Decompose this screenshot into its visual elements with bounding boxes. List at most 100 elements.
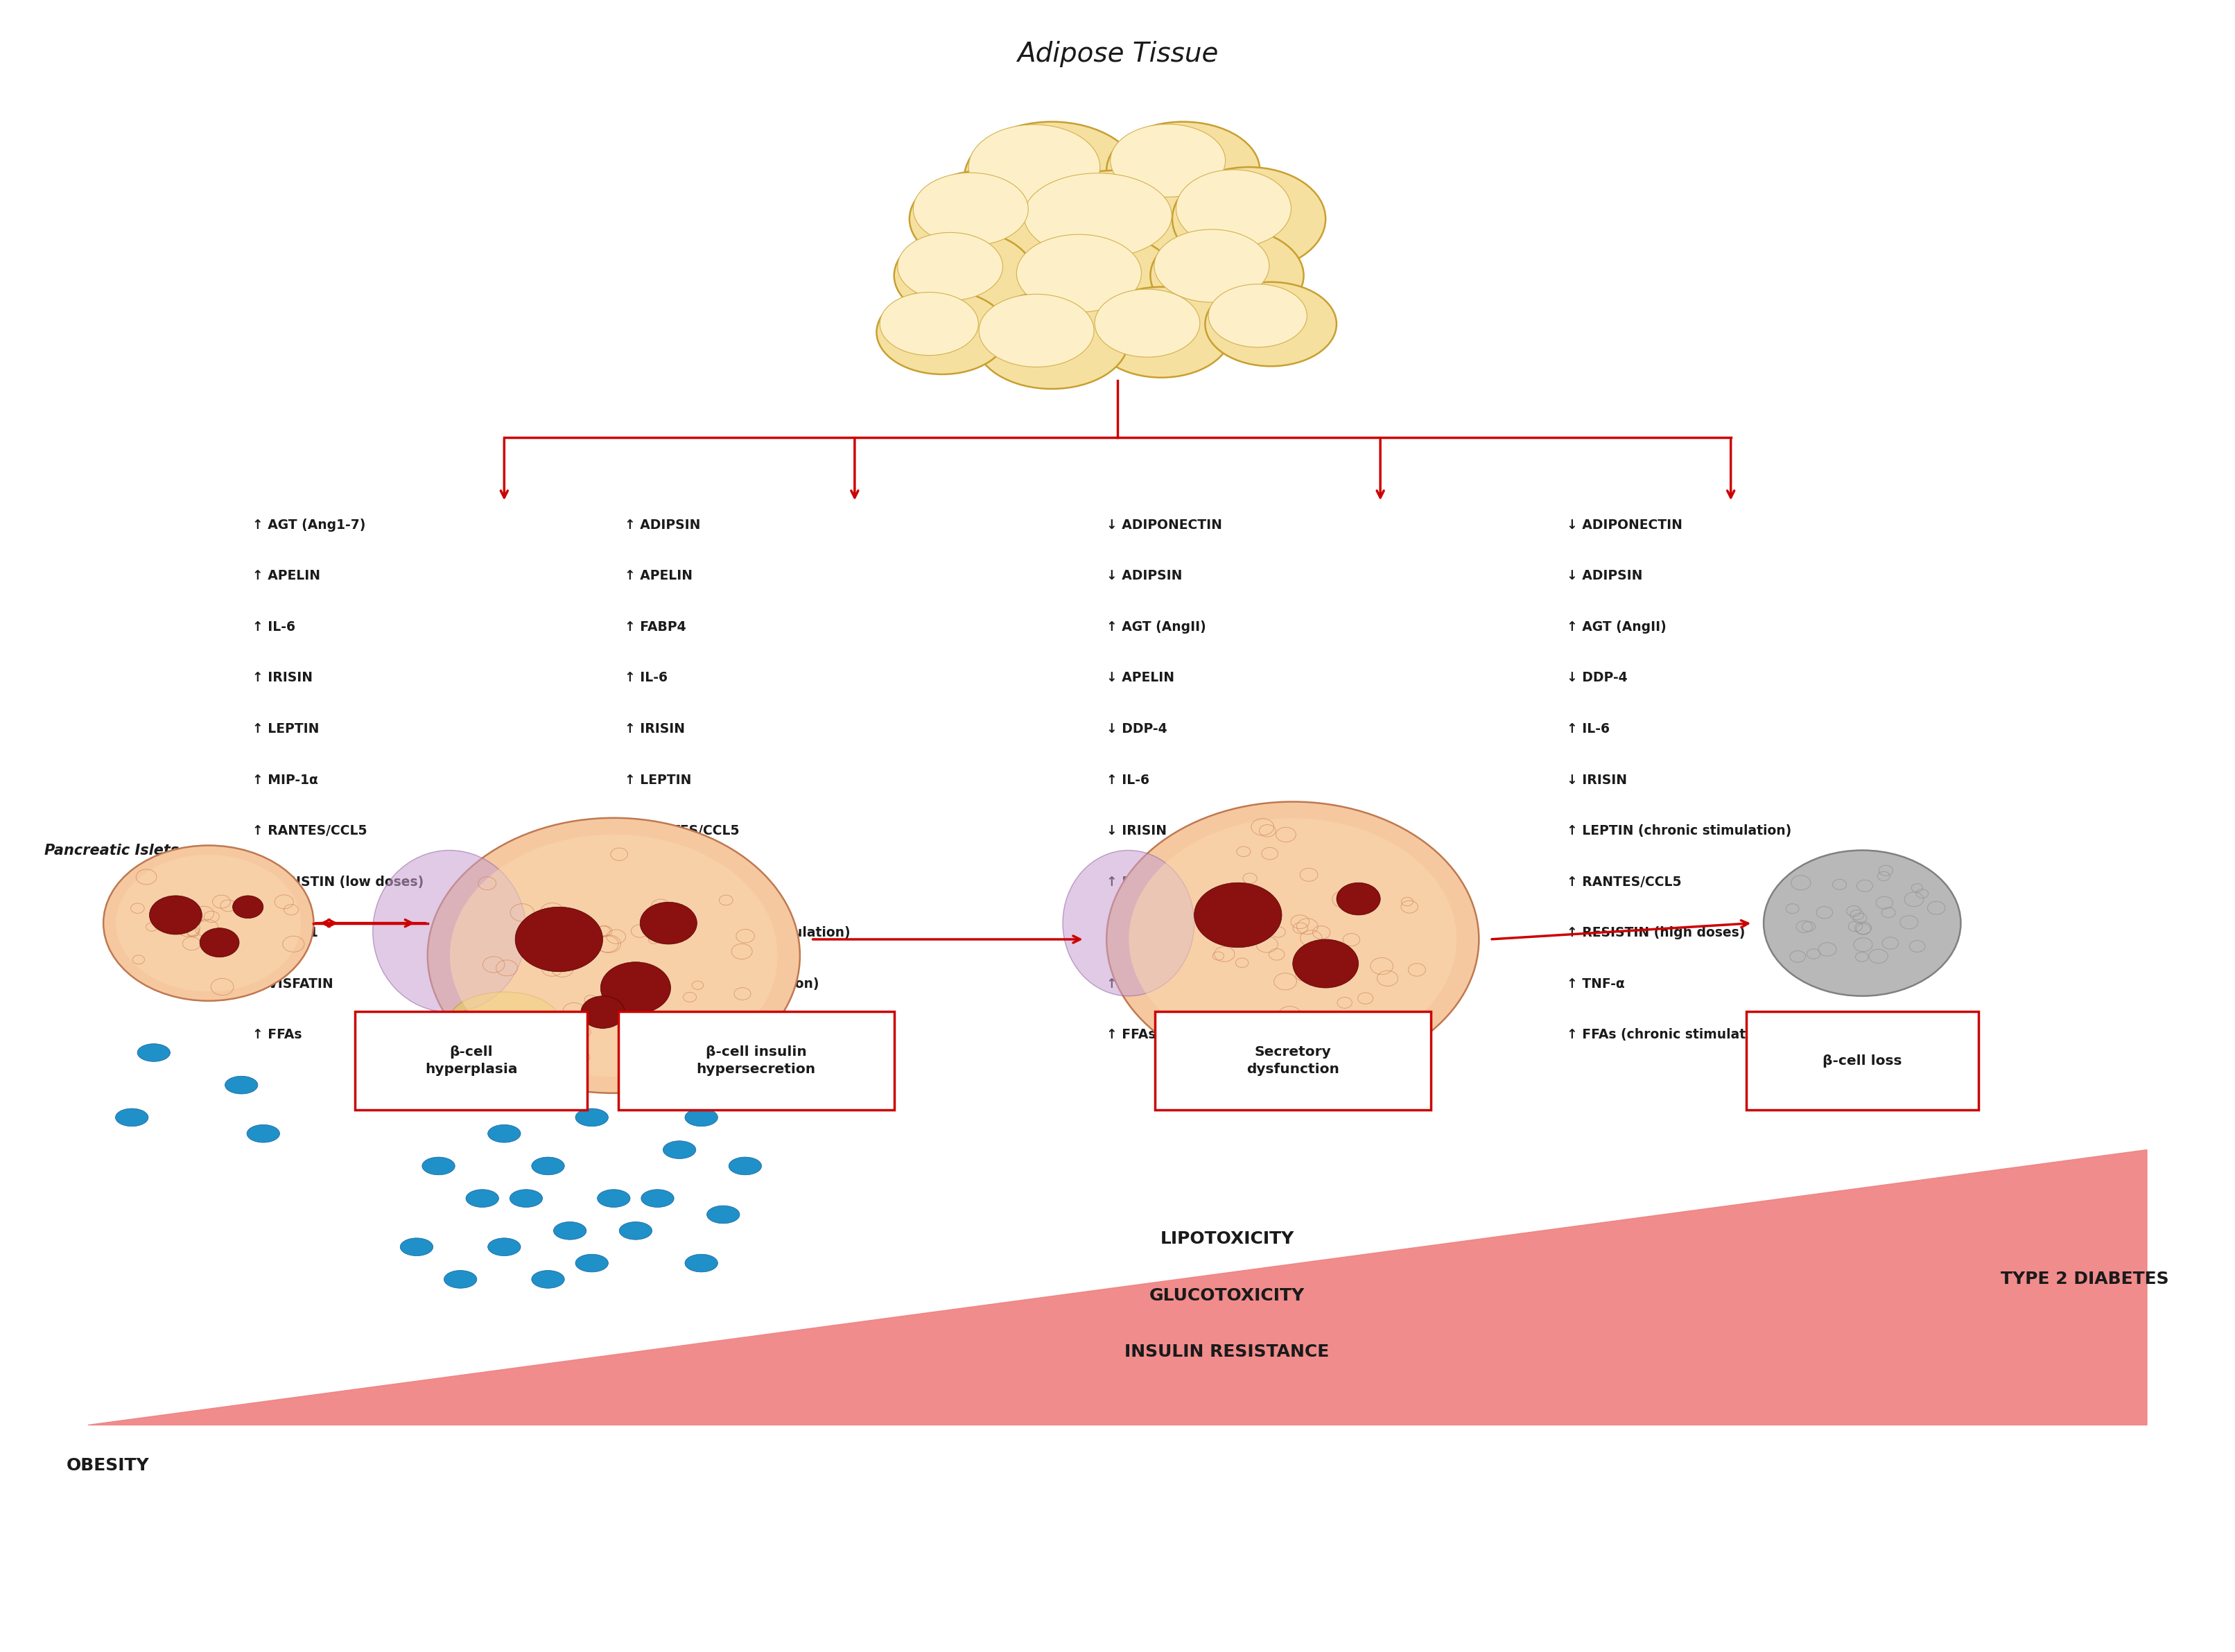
Text: ↑ VISFATIN: ↑ VISFATIN <box>253 978 333 991</box>
Ellipse shape <box>968 124 1100 210</box>
Circle shape <box>449 834 778 1077</box>
Circle shape <box>1292 940 1359 988</box>
Ellipse shape <box>910 170 1064 268</box>
Text: GLUCOTOXICITY: GLUCOTOXICITY <box>1149 1287 1305 1303</box>
Text: ↑ RANTES/CCL5: ↑ RANTES/CCL5 <box>626 824 740 838</box>
Text: ↑ FABP4: ↑ FABP4 <box>626 621 686 634</box>
Ellipse shape <box>1151 226 1303 324</box>
Ellipse shape <box>1064 851 1193 996</box>
Ellipse shape <box>597 1189 630 1208</box>
Text: Adipose Tissue: Adipose Tissue <box>1017 41 1218 68</box>
Ellipse shape <box>1111 124 1225 197</box>
Circle shape <box>232 895 264 919</box>
Ellipse shape <box>706 1206 740 1224</box>
Text: ↑ MIP-1α: ↑ MIP-1α <box>253 773 317 786</box>
Polygon shape <box>87 1150 2148 1426</box>
Circle shape <box>199 928 239 957</box>
Text: ↑ FFAs (chronic stimulation): ↑ FFAs (chronic stimulation) <box>1567 1028 1775 1041</box>
Ellipse shape <box>574 1254 608 1272</box>
Text: ↑ IL-6: ↑ IL-6 <box>1567 722 1609 735</box>
Text: β-cell insulin
hypersecretion: β-cell insulin hypersecretion <box>697 1046 816 1075</box>
Text: ↓ DDP-4: ↓ DDP-4 <box>1106 722 1167 735</box>
Text: β-cell loss: β-cell loss <box>1822 1054 1902 1067</box>
Text: ↑ FFAs: ↑ FFAs <box>253 1028 302 1041</box>
Text: ↑ APELIN: ↑ APELIN <box>626 570 693 583</box>
Circle shape <box>1193 882 1283 948</box>
Ellipse shape <box>445 1092 476 1110</box>
Ellipse shape <box>422 1156 456 1175</box>
Text: ↑ IL-6: ↑ IL-6 <box>626 671 668 684</box>
Ellipse shape <box>1024 173 1171 258</box>
Text: ↑ AGT (Ang1-7): ↑ AGT (Ang1-7) <box>253 519 367 532</box>
FancyBboxPatch shape <box>1746 1011 1978 1110</box>
Ellipse shape <box>1017 235 1142 312</box>
Ellipse shape <box>1153 230 1269 302</box>
Ellipse shape <box>914 173 1028 246</box>
Circle shape <box>150 895 201 935</box>
Ellipse shape <box>400 1061 434 1077</box>
Ellipse shape <box>487 1237 521 1256</box>
Text: ↓ ADIPSIN: ↓ ADIPSIN <box>1567 570 1643 583</box>
Ellipse shape <box>684 1254 717 1272</box>
Ellipse shape <box>554 1222 586 1239</box>
Ellipse shape <box>445 1270 476 1289</box>
Text: ↓ DDP-4: ↓ DDP-4 <box>1567 671 1627 684</box>
Text: ↑ AGT (AngII): ↑ AGT (AngII) <box>1106 621 1207 634</box>
Circle shape <box>601 961 671 1014</box>
Text: ↓ ADIPONECTIN: ↓ ADIPONECTIN <box>1567 519 1683 532</box>
Ellipse shape <box>619 1075 653 1094</box>
Text: ↑ RANTES/CCL5: ↑ RANTES/CCL5 <box>1567 876 1681 889</box>
Ellipse shape <box>373 851 525 1013</box>
Text: ↑ FFAs (acute stimulation): ↑ FFAs (acute stimulation) <box>626 978 820 991</box>
Ellipse shape <box>400 1237 434 1256</box>
Ellipse shape <box>894 230 1035 320</box>
Text: OBESITY: OBESITY <box>67 1457 150 1474</box>
Text: ↑ RANTES/CCL5: ↑ RANTES/CCL5 <box>253 824 367 838</box>
Text: LIPOTOXICITY: LIPOTOXICITY <box>1160 1231 1294 1247</box>
Ellipse shape <box>979 294 1093 367</box>
Ellipse shape <box>684 1108 717 1127</box>
FancyBboxPatch shape <box>619 1011 894 1110</box>
Ellipse shape <box>465 1189 498 1208</box>
Text: ↓ ADIPSIN: ↓ ADIPSIN <box>1106 570 1182 583</box>
Ellipse shape <box>355 1092 389 1110</box>
Ellipse shape <box>1209 284 1307 347</box>
Ellipse shape <box>1095 289 1200 357</box>
Ellipse shape <box>1019 170 1216 284</box>
Circle shape <box>514 907 603 971</box>
Text: ↑ AGT (AngII): ↑ AGT (AngII) <box>1567 621 1665 634</box>
Circle shape <box>116 854 302 991</box>
Text: ↑ VISFATIN: ↑ VISFATIN <box>1106 978 1187 991</box>
Text: TYPE 2 DIABETES: TYPE 2 DIABETES <box>2000 1270 2168 1287</box>
Ellipse shape <box>1171 167 1325 271</box>
Text: ↓ ADIPONECTIN: ↓ ADIPONECTIN <box>1106 519 1223 532</box>
Text: ↑ APELIN: ↑ APELIN <box>253 570 320 583</box>
Ellipse shape <box>116 1108 148 1127</box>
Ellipse shape <box>963 122 1140 235</box>
Text: ↑ ADIPSIN: ↑ ADIPSIN <box>626 519 700 532</box>
Text: ↑ TNF-α (chronic stimulation): ↑ TNF-α (chronic stimulation) <box>1106 927 1323 940</box>
Ellipse shape <box>532 1270 565 1289</box>
Ellipse shape <box>487 1125 521 1143</box>
Circle shape <box>1106 801 1480 1077</box>
Text: ↑ RESISTIN (high doses): ↑ RESISTIN (high doses) <box>1106 876 1285 889</box>
Text: ↓ APELIN: ↓ APELIN <box>1106 671 1173 684</box>
Circle shape <box>581 996 626 1028</box>
Ellipse shape <box>898 233 1004 301</box>
Text: Secretory
dysfunction: Secretory dysfunction <box>1247 1046 1339 1075</box>
Text: ↑ TIMP-1: ↑ TIMP-1 <box>626 876 691 889</box>
Ellipse shape <box>574 1108 608 1127</box>
Text: ↑ IRISIN: ↑ IRISIN <box>253 671 313 684</box>
Text: ↑ TNF-α: ↑ TNF-α <box>1567 978 1625 991</box>
Ellipse shape <box>1091 287 1231 378</box>
Text: ↑ FFAs (chronic stimulation): ↑ FFAs (chronic stimulation) <box>1106 1028 1314 1041</box>
Text: ↑ IRISIN: ↑ IRISIN <box>626 722 684 735</box>
Ellipse shape <box>1205 282 1337 367</box>
Ellipse shape <box>136 1044 170 1062</box>
Text: ↑ IL-6: ↑ IL-6 <box>253 621 295 634</box>
Ellipse shape <box>1106 122 1261 218</box>
Ellipse shape <box>729 1156 762 1175</box>
Text: Pancreatic Islets: Pancreatic Islets <box>45 844 179 857</box>
Circle shape <box>103 846 313 1001</box>
Text: ↑ TIMP-1: ↑ TIMP-1 <box>253 927 317 940</box>
